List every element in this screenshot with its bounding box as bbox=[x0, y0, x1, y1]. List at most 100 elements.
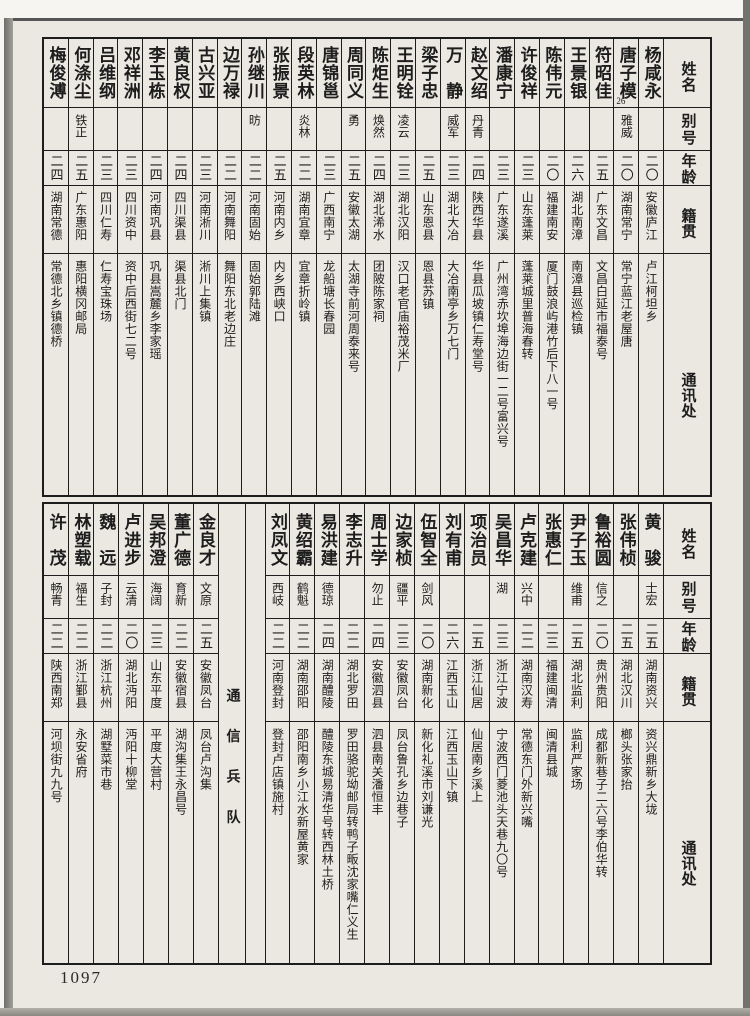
address-cell: 凤台卢沟集 bbox=[193, 721, 218, 963]
alias-cell: 雅威 bbox=[614, 107, 639, 150]
person-origin: 贵州贵阳 bbox=[594, 659, 609, 709]
age-cell: 二〇 bbox=[414, 618, 439, 653]
name-cell: 许 茂 bbox=[44, 504, 68, 575]
name-cell: 吴昌华 bbox=[490, 504, 514, 575]
alias-cell bbox=[118, 107, 143, 150]
name-cell: 张惠仁 bbox=[539, 504, 563, 575]
address-cell: 邵阳南乡小江水新屋黄家 bbox=[290, 721, 315, 963]
person-alias: 勇 bbox=[346, 114, 361, 126]
alias-cell bbox=[217, 107, 242, 150]
person-origin: 湖南常宁 bbox=[619, 191, 634, 241]
alias-cell bbox=[540, 107, 564, 150]
person-alias: 西岐 bbox=[270, 582, 285, 606]
person-column: 符昭佳 二五 广东文昌 文昌白延市福泰号 bbox=[588, 39, 614, 495]
name-cell: 唐锦邕 bbox=[317, 39, 341, 107]
name-cell: 黄 骏 bbox=[639, 504, 663, 575]
address-cell: 常宁蓝江老屋唐 bbox=[614, 253, 639, 495]
address-cell: 大冶南亭乡万七门 bbox=[440, 253, 465, 495]
name-cell: 李玉栋 bbox=[143, 39, 167, 107]
origin-cell: 山东蓬莱 bbox=[515, 185, 540, 253]
age-cell: 二三 bbox=[143, 618, 168, 653]
person-alias: 焕然 bbox=[371, 114, 386, 138]
person-address: 永安省府 bbox=[74, 728, 89, 778]
person-name: 陈炬生 bbox=[368, 46, 388, 100]
person-address: 渠县北门 bbox=[172, 260, 187, 310]
address-cell: 沔阳十柳堂 bbox=[118, 721, 143, 963]
header-label-address: 通讯处 bbox=[679, 371, 696, 419]
person-address: 资兴鼎新乡大垅 bbox=[644, 728, 659, 816]
alias-cell bbox=[340, 575, 365, 618]
person-address: 登封卢店镇施村 bbox=[270, 728, 285, 816]
age-cell: 二三 bbox=[539, 618, 564, 653]
age-cell: 二二 bbox=[217, 150, 242, 185]
header-cell-alias: 别号 bbox=[664, 575, 710, 618]
person-column: 段英林 炎林 二二 湖南宜章 宜章折岭镇 bbox=[291, 39, 316, 495]
address-cell: 汉口老官庙裕茂米厂 bbox=[391, 253, 416, 495]
person-name: 刘有甫 bbox=[442, 512, 462, 567]
person-name: 符昭佳 bbox=[592, 46, 611, 100]
person-address: 湖沟集王永昌号 bbox=[173, 728, 188, 816]
origin-cell: 湖南醴陵 bbox=[315, 653, 340, 721]
person-origin: 湖南邵阳 bbox=[295, 659, 310, 709]
header-cell-name: 姓名 bbox=[664, 39, 710, 107]
address-cell: 永安省府 bbox=[69, 721, 93, 963]
person-age: 二二 bbox=[98, 622, 114, 650]
address-cell: 蓬莱城里普海春转 bbox=[515, 253, 540, 495]
person-origin: 山东恩县 bbox=[420, 191, 435, 241]
person-origin: 河南登封 bbox=[270, 659, 285, 709]
person-alias: 威军 bbox=[445, 114, 460, 138]
age-cell: 二二 bbox=[168, 618, 193, 653]
person-column: 吴邦澄 海阔 二三 山东平度 平度大营村 bbox=[142, 504, 168, 963]
header-label-alias: 别号 bbox=[679, 113, 696, 147]
header-cell-origin: 籍贯 bbox=[664, 653, 710, 721]
header-label-age: 年龄 bbox=[679, 152, 696, 185]
alias-cell: 丹青 bbox=[465, 107, 490, 150]
origin-cell: 湖南新化 bbox=[414, 653, 439, 721]
origin-cell: 河南巩县 bbox=[143, 185, 168, 253]
origin-cell: 安徽凤台 bbox=[390, 653, 414, 721]
person-alias: 昉 bbox=[247, 114, 262, 126]
person-age: 二三 bbox=[148, 622, 164, 650]
age-cell: 二四 bbox=[365, 618, 390, 653]
origin-cell: 安徽庐江 bbox=[639, 185, 663, 253]
address-cell: 常德北乡镇德桥 bbox=[44, 253, 68, 495]
person-name: 董广德 bbox=[171, 512, 191, 567]
person-address: 闽清县城 bbox=[544, 728, 559, 778]
name-cell: 张伟桢 bbox=[614, 504, 638, 575]
address-cell: 凤台鲁孔乡边巷子 bbox=[390, 721, 414, 963]
scan-edge-left bbox=[4, 18, 13, 1008]
alias-cell: 勇 bbox=[341, 107, 366, 150]
origin-cell: 山东平度 bbox=[143, 653, 168, 721]
name-cell: 林塑载 bbox=[69, 504, 93, 575]
address-cell: 厦门鼓浪屿港竹后下八一号 bbox=[540, 253, 564, 495]
age-cell: 二〇 bbox=[614, 150, 639, 185]
person-address: 凤台卢沟集 bbox=[198, 728, 213, 791]
person-name: 古兴亚 bbox=[195, 46, 215, 100]
age-cell: 二三 bbox=[118, 150, 143, 185]
alias-cell: 疆平 bbox=[390, 575, 414, 618]
address-cell: 南漳县巡检镇 bbox=[564, 253, 589, 495]
person-age: 二四 bbox=[172, 154, 188, 182]
address-cell: 舞阳东北老边庄 bbox=[217, 253, 242, 495]
name-cell: 万 静 bbox=[441, 39, 465, 107]
person-name: 吴昌华 bbox=[492, 512, 512, 567]
age-cell: 二〇 bbox=[639, 150, 663, 185]
age-cell: 二三 bbox=[489, 618, 514, 653]
person-origin: 湖北监利 bbox=[569, 659, 584, 709]
person-origin: 浙江杭州 bbox=[98, 659, 113, 709]
origin-cell: 陕西华县 bbox=[465, 185, 490, 253]
origin-cell: 湖南邵阳 bbox=[290, 653, 315, 721]
origin-cell: 湖北沔阳 bbox=[118, 653, 143, 721]
person-origin: 福建南安 bbox=[544, 191, 559, 241]
origin-cell: 湖南宜章 bbox=[292, 185, 316, 253]
person-address: 固始郭陆滩 bbox=[247, 260, 262, 323]
origin-cell: 河南登封 bbox=[265, 653, 290, 721]
person-name: 卢克建 bbox=[517, 512, 537, 567]
person-name: 吴邦澄 bbox=[146, 512, 166, 567]
name-cell: 金良才 bbox=[194, 504, 218, 575]
person-name: 周同义 bbox=[344, 46, 364, 100]
name-cell: 伍智全 bbox=[415, 504, 439, 575]
header-cell-age: 年龄 bbox=[664, 150, 710, 185]
person-address: 舞阳东北老边庄 bbox=[222, 260, 237, 348]
person-address: 蓬莱城里普海春转 bbox=[520, 260, 535, 360]
